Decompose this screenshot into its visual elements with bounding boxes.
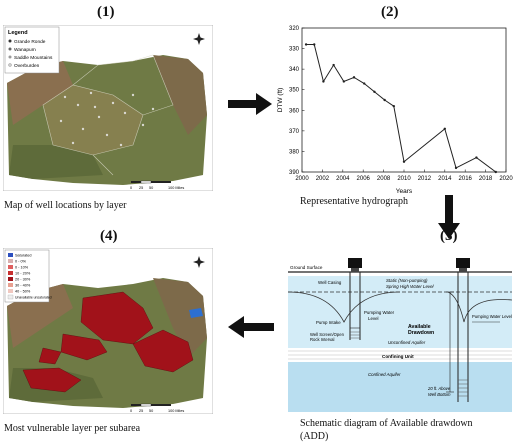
data-point xyxy=(454,166,458,170)
map4-scale-label: 0 xyxy=(130,409,132,413)
y-axis-label: DTW (ft) xyxy=(277,88,284,113)
pumping-water-level-label-2: Level xyxy=(368,316,379,321)
map4-scale-label: 100 Miles xyxy=(168,409,184,413)
y-tick-label: 350 xyxy=(289,88,300,94)
vulnerable-layer-map: Saturated 0 - 0% 0 - 10% 10 - 20% 20 - 3… xyxy=(2,247,214,415)
x-tick-label: 2000 xyxy=(295,176,309,182)
panel-1-number: (1) xyxy=(97,4,115,20)
north-arrow-icon xyxy=(193,256,205,268)
available-drawdown-label: Available xyxy=(408,324,431,330)
map4-legend-item: 0 - 10% xyxy=(15,266,29,270)
x-tick-label: 2010 xyxy=(397,176,411,182)
data-point xyxy=(363,82,366,85)
x-tick-label: 2012 xyxy=(418,176,432,182)
map1-scale-label: 50 xyxy=(149,186,153,190)
well-casing-label: Well Casing xyxy=(318,280,342,285)
pumping-water-level-label: Pumping Water xyxy=(364,310,395,315)
map1-legend-item: Overburden xyxy=(14,63,40,69)
map4-legend-item: 30 - 40% xyxy=(15,284,31,288)
map4-legend-item: 20 - 30% xyxy=(15,278,31,282)
available-drawdown-schematic: Ground Surface Static (Non-pumping) Spri… xyxy=(287,252,513,412)
panel-2-number: (2) xyxy=(381,4,399,20)
vulnerable-subareas xyxy=(22,291,194,393)
map4-scale-bar: 0 25 50 100 Miles xyxy=(130,403,184,413)
map4-scale-label: 50 xyxy=(149,409,153,413)
map1-legend-item: Wanapum xyxy=(14,47,36,53)
data-point xyxy=(494,170,497,174)
data-point xyxy=(313,43,316,46)
data-point xyxy=(342,80,346,83)
data-point xyxy=(304,43,308,46)
confining-unit-label: Confining Unit xyxy=(382,354,414,359)
arrow-left-icon xyxy=(228,316,274,338)
map1-scale-bar: 0 25 50 100 Miles xyxy=(130,180,184,190)
north-arrow-icon xyxy=(193,33,205,45)
unconfined-aquifer-label: Unconfined Aquifer xyxy=(388,340,426,345)
well-screen-label-2: Rock Interval xyxy=(310,337,335,342)
available-drawdown-label-2: Drawdown xyxy=(408,330,434,336)
x-tick-label: 2018 xyxy=(479,176,493,182)
y-tick-label: 370 xyxy=(289,129,300,135)
static-level-label-2: Spring High Water Level xyxy=(386,284,435,289)
panel-4-number: (4) xyxy=(100,228,118,244)
map4-legend-item: 40 - 50% xyxy=(15,290,31,294)
x-tick-label: 2008 xyxy=(377,176,391,182)
map1-legend-item: Saddle Mountains xyxy=(14,55,53,61)
x-axis-label: Years xyxy=(396,188,413,195)
data-point xyxy=(402,160,406,163)
data-point xyxy=(443,127,446,130)
panel-1-caption: Map of well locations by layer xyxy=(4,200,127,211)
data-point xyxy=(383,98,386,102)
ground-surface-label: Ground Surface xyxy=(290,265,323,270)
y-tick-label: 340 xyxy=(289,67,300,73)
map1-scale-label: 100 Miles xyxy=(168,186,184,190)
static-level-label: Static (Non-pumping) xyxy=(386,278,428,283)
above-well-bottom-label: 20 ft. Above xyxy=(427,386,451,391)
data-point xyxy=(352,76,356,79)
x-tick-label: 2002 xyxy=(316,176,330,182)
map4-legend-item: Saturated xyxy=(15,254,31,258)
y-tick-label: 330 xyxy=(289,47,300,53)
map1-scale-label: 25 xyxy=(139,186,143,190)
panel-4-caption: Most vulnerable layer per subarea xyxy=(4,423,141,434)
data-point xyxy=(322,80,325,83)
map4-legend-item: 0 - 0% xyxy=(15,260,27,264)
x-tick-label: 2020 xyxy=(499,176,513,182)
y-tick-label: 360 xyxy=(289,108,300,114)
data-point xyxy=(373,90,376,93)
arrow-down-icon xyxy=(438,195,460,239)
x-tick-label: 2014 xyxy=(438,176,452,182)
x-tick-label: 2006 xyxy=(357,176,371,182)
above-well-bottom-label-2: Well Bottom xyxy=(428,392,451,397)
y-tick-label: 380 xyxy=(289,149,300,155)
pumping-water-level-right-label: Pumping Water Level xyxy=(472,314,512,319)
well-screen-label: Well Screen/Open xyxy=(310,332,345,337)
confined-aquifer-label: Confined Aquifer xyxy=(368,372,401,377)
panel-3-caption-line2: (ADD) xyxy=(300,431,329,442)
data-point xyxy=(332,63,335,67)
x-tick-label: 2016 xyxy=(459,176,473,182)
panel-3-caption-line1: Schematic diagram of Available drawdown xyxy=(300,418,473,429)
arrow-right-icon xyxy=(228,93,272,115)
panel-2-caption: Representative hydrograph xyxy=(300,196,409,207)
data-point xyxy=(392,104,395,108)
hydrograph-chart: 2000 2002 2004 2006 2008 2010 2012 2014 2016 2018… xyxy=(272,22,514,196)
map1-scale-label: 0 xyxy=(130,186,132,190)
y-tick-label: 320 xyxy=(289,26,300,32)
map1-legend-item: Grande Ronde xyxy=(14,39,46,45)
map4-scale-label: 25 xyxy=(139,409,143,413)
well-location-map: Legend Grande Ronde Wanapum Saddle Mount… xyxy=(2,24,214,192)
map1-legend-title: Legend xyxy=(8,30,28,36)
x-tick-label: 2004 xyxy=(336,176,350,182)
map4-legend-item: 10 - 20% xyxy=(15,272,31,276)
y-tick-label: 390 xyxy=(289,170,300,176)
map4-legend-item: Unavailable unsaturated xyxy=(15,296,52,300)
pump-intake-label: Pump Intake xyxy=(316,320,341,325)
data-point xyxy=(475,156,478,159)
